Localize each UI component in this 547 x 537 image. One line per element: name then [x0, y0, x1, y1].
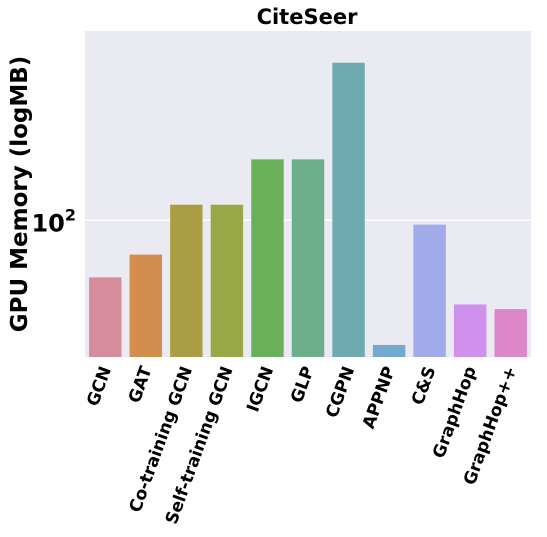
bar	[291, 159, 325, 357]
x-tick-label: GAT	[125, 363, 157, 405]
bar	[332, 62, 365, 358]
x-tick-label: GLP	[287, 364, 319, 406]
y-axis-label: GPU Memory (logMB)	[7, 56, 33, 333]
x-tick-label: APPNP	[359, 364, 400, 432]
bar	[453, 304, 487, 357]
y-axis-ticks: 102	[31, 205, 76, 237]
bar	[372, 344, 406, 357]
bar	[210, 204, 244, 357]
chart-title: CiteSeer	[257, 5, 359, 29]
bar	[494, 309, 527, 357]
y-tick-label: 102	[31, 205, 76, 237]
bar	[129, 254, 163, 357]
bars	[89, 62, 527, 358]
bar	[170, 204, 203, 357]
bar	[251, 159, 284, 357]
bar	[413, 224, 446, 357]
x-tick-label: IGCN	[243, 364, 278, 415]
bar	[89, 277, 122, 357]
x-tick-label: GCN	[83, 364, 116, 409]
x-tick-label: C&S	[408, 364, 440, 408]
x-tick-label: CGPN	[322, 364, 359, 421]
